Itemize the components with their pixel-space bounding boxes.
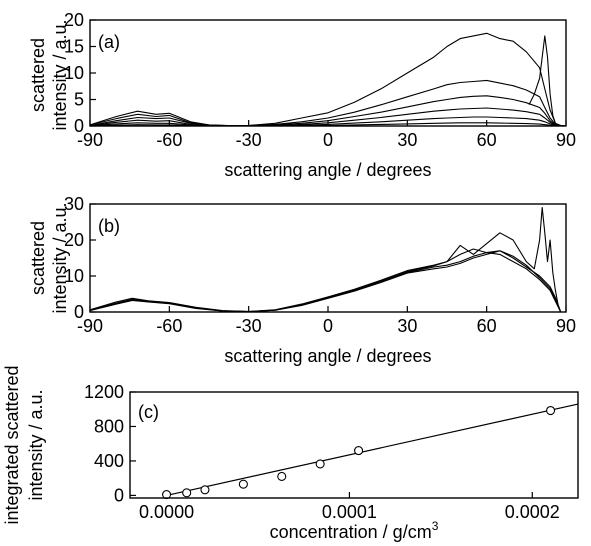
panel-c-xlabel-superscript: 3 — [432, 519, 439, 533]
panel-a-ytick-label-4: 20 — [64, 10, 84, 30]
panel-b-xtick-label-2: -30 — [236, 316, 262, 336]
panel-c-point-6 — [354, 446, 364, 456]
panel-c-ylabel-line1: integrated scattered — [2, 365, 22, 524]
panel-c-fit-line — [166, 403, 579, 497]
panel-a-ytick-label-1: 5 — [74, 90, 84, 110]
panel-a-xtick-label-1: -60 — [156, 130, 182, 150]
panel-c-point-5 — [315, 459, 325, 469]
panel-c-xlabel: concentration / g/cm3 — [270, 519, 439, 542]
panel-c-point-4 — [277, 471, 287, 482]
panel-b-xtick-label-3: 0 — [323, 316, 333, 336]
panel-a-ylabel-line1: scattered — [28, 38, 48, 112]
panel-a: scattered intensity / a.u. 0 5 10 15 20 -90 -… — [28, 10, 576, 180]
panel-a-ytick-label-2: 10 — [64, 63, 84, 83]
panel-a-label: (a) — [98, 32, 120, 52]
panel-b-ylabel-line1: scattered — [28, 221, 48, 295]
panel-a-series-line-4 — [89, 116, 566, 127]
panel-a-xtick-label-3: 0 — [323, 130, 333, 150]
panel-b-series-line-3 — [89, 207, 562, 313]
panel-c: integrated scattered intensity / a.u. 0 4… — [2, 365, 579, 542]
panel-c-ytick-label-0: 0 — [114, 485, 124, 505]
panel-b-xlabel: scattering angle / degrees — [224, 346, 431, 366]
panel-c-point-1 — [182, 488, 192, 498]
panel-a-xtick-label-6: 90 — [556, 130, 576, 150]
panel-c-xticks: 0.0000 0.0001 0.0002 — [139, 492, 560, 522]
panel-b-ytick-label-2: 20 — [64, 230, 84, 250]
panel-b-yticks: 0 10 20 30 — [64, 194, 96, 322]
panel-a-series-line-1 — [89, 79, 567, 127]
panel-b-xticks: -90 -60 -30 0 30 60 90 — [77, 306, 576, 336]
panel-a-xtick-label-2: -30 — [236, 130, 262, 150]
panel-c-xlabel-text: concentration / g/cm — [270, 522, 432, 542]
panel-c-point-2 — [200, 485, 210, 495]
panel-a-series-line-0 — [89, 32, 567, 127]
panel-c-xtick-label-1: 0.0001 — [322, 502, 377, 522]
panel-a-series — [89, 32, 567, 127]
panel-a-ytick-label-3: 15 — [64, 37, 84, 57]
panel-a-series-line-3 — [89, 107, 567, 127]
panel-a-xtick-label-5: 60 — [477, 130, 497, 150]
panel-c-ytick-label-2: 800 — [94, 416, 124, 436]
panel-c-xtick-label-2: 0.0002 — [505, 502, 560, 522]
panel-a-xtick-label-0: -90 — [77, 130, 103, 150]
panel-c-point-3 — [238, 479, 248, 489]
panel-a-xlabel: scattering angle / degrees — [224, 160, 431, 180]
panel-c-ytick-label-3: 1200 — [84, 382, 124, 402]
panel-b-frame — [89, 203, 567, 313]
panel-b-xtick-label-6: 90 — [556, 316, 576, 336]
panel-b-label: (b) — [98, 216, 120, 236]
panel-b-xtick-label-1: -60 — [156, 316, 182, 336]
panel-a-series-line-6 — [528, 35, 561, 127]
panel-b-xtick-label-0: -90 — [77, 316, 103, 336]
panel-a-xtick-label-4: 30 — [397, 130, 417, 150]
panel-b-ytick-label-1: 10 — [64, 266, 84, 286]
panel-c-ytick-label-1: 400 — [94, 451, 124, 471]
panel-c-frame — [129, 391, 579, 499]
panel-a-ytick-label-0: 0 — [74, 116, 84, 136]
panel-b-ylabel-line2: intensity / a.u. — [50, 202, 70, 313]
panel-b-series — [89, 207, 562, 313]
panel-c-xtick-label-0: 0.0000 — [139, 502, 194, 522]
panel-c-ylabel-line2: intensity / a.u. — [26, 389, 46, 500]
panel-b-xtick-label-5: 60 — [477, 316, 497, 336]
panel-a-ylabel-line2: intensity / a.u. — [50, 19, 70, 130]
panel-b-ytick-label-0: 0 — [74, 302, 84, 322]
panel-b: scattered intensity / a.u. 0 10 20 30 -90 -6… — [28, 194, 576, 366]
panel-a-frame — [89, 19, 567, 127]
panel-b-ytick-label-3: 30 — [64, 194, 84, 214]
panel-c-fit — [166, 403, 579, 497]
panel-c-yticks: 0 400 800 1200 — [84, 382, 136, 505]
panel-b-xtick-label-4: 30 — [397, 316, 417, 336]
panel-c-label: (c) — [138, 402, 159, 422]
panel-b-series-line-2 — [89, 250, 562, 313]
panel-a-series-line-2 — [89, 95, 567, 127]
panel-c-point-7 — [546, 405, 556, 416]
panel-c-points — [162, 405, 556, 500]
panel-a-yticks: 0 5 10 15 20 — [64, 10, 96, 136]
